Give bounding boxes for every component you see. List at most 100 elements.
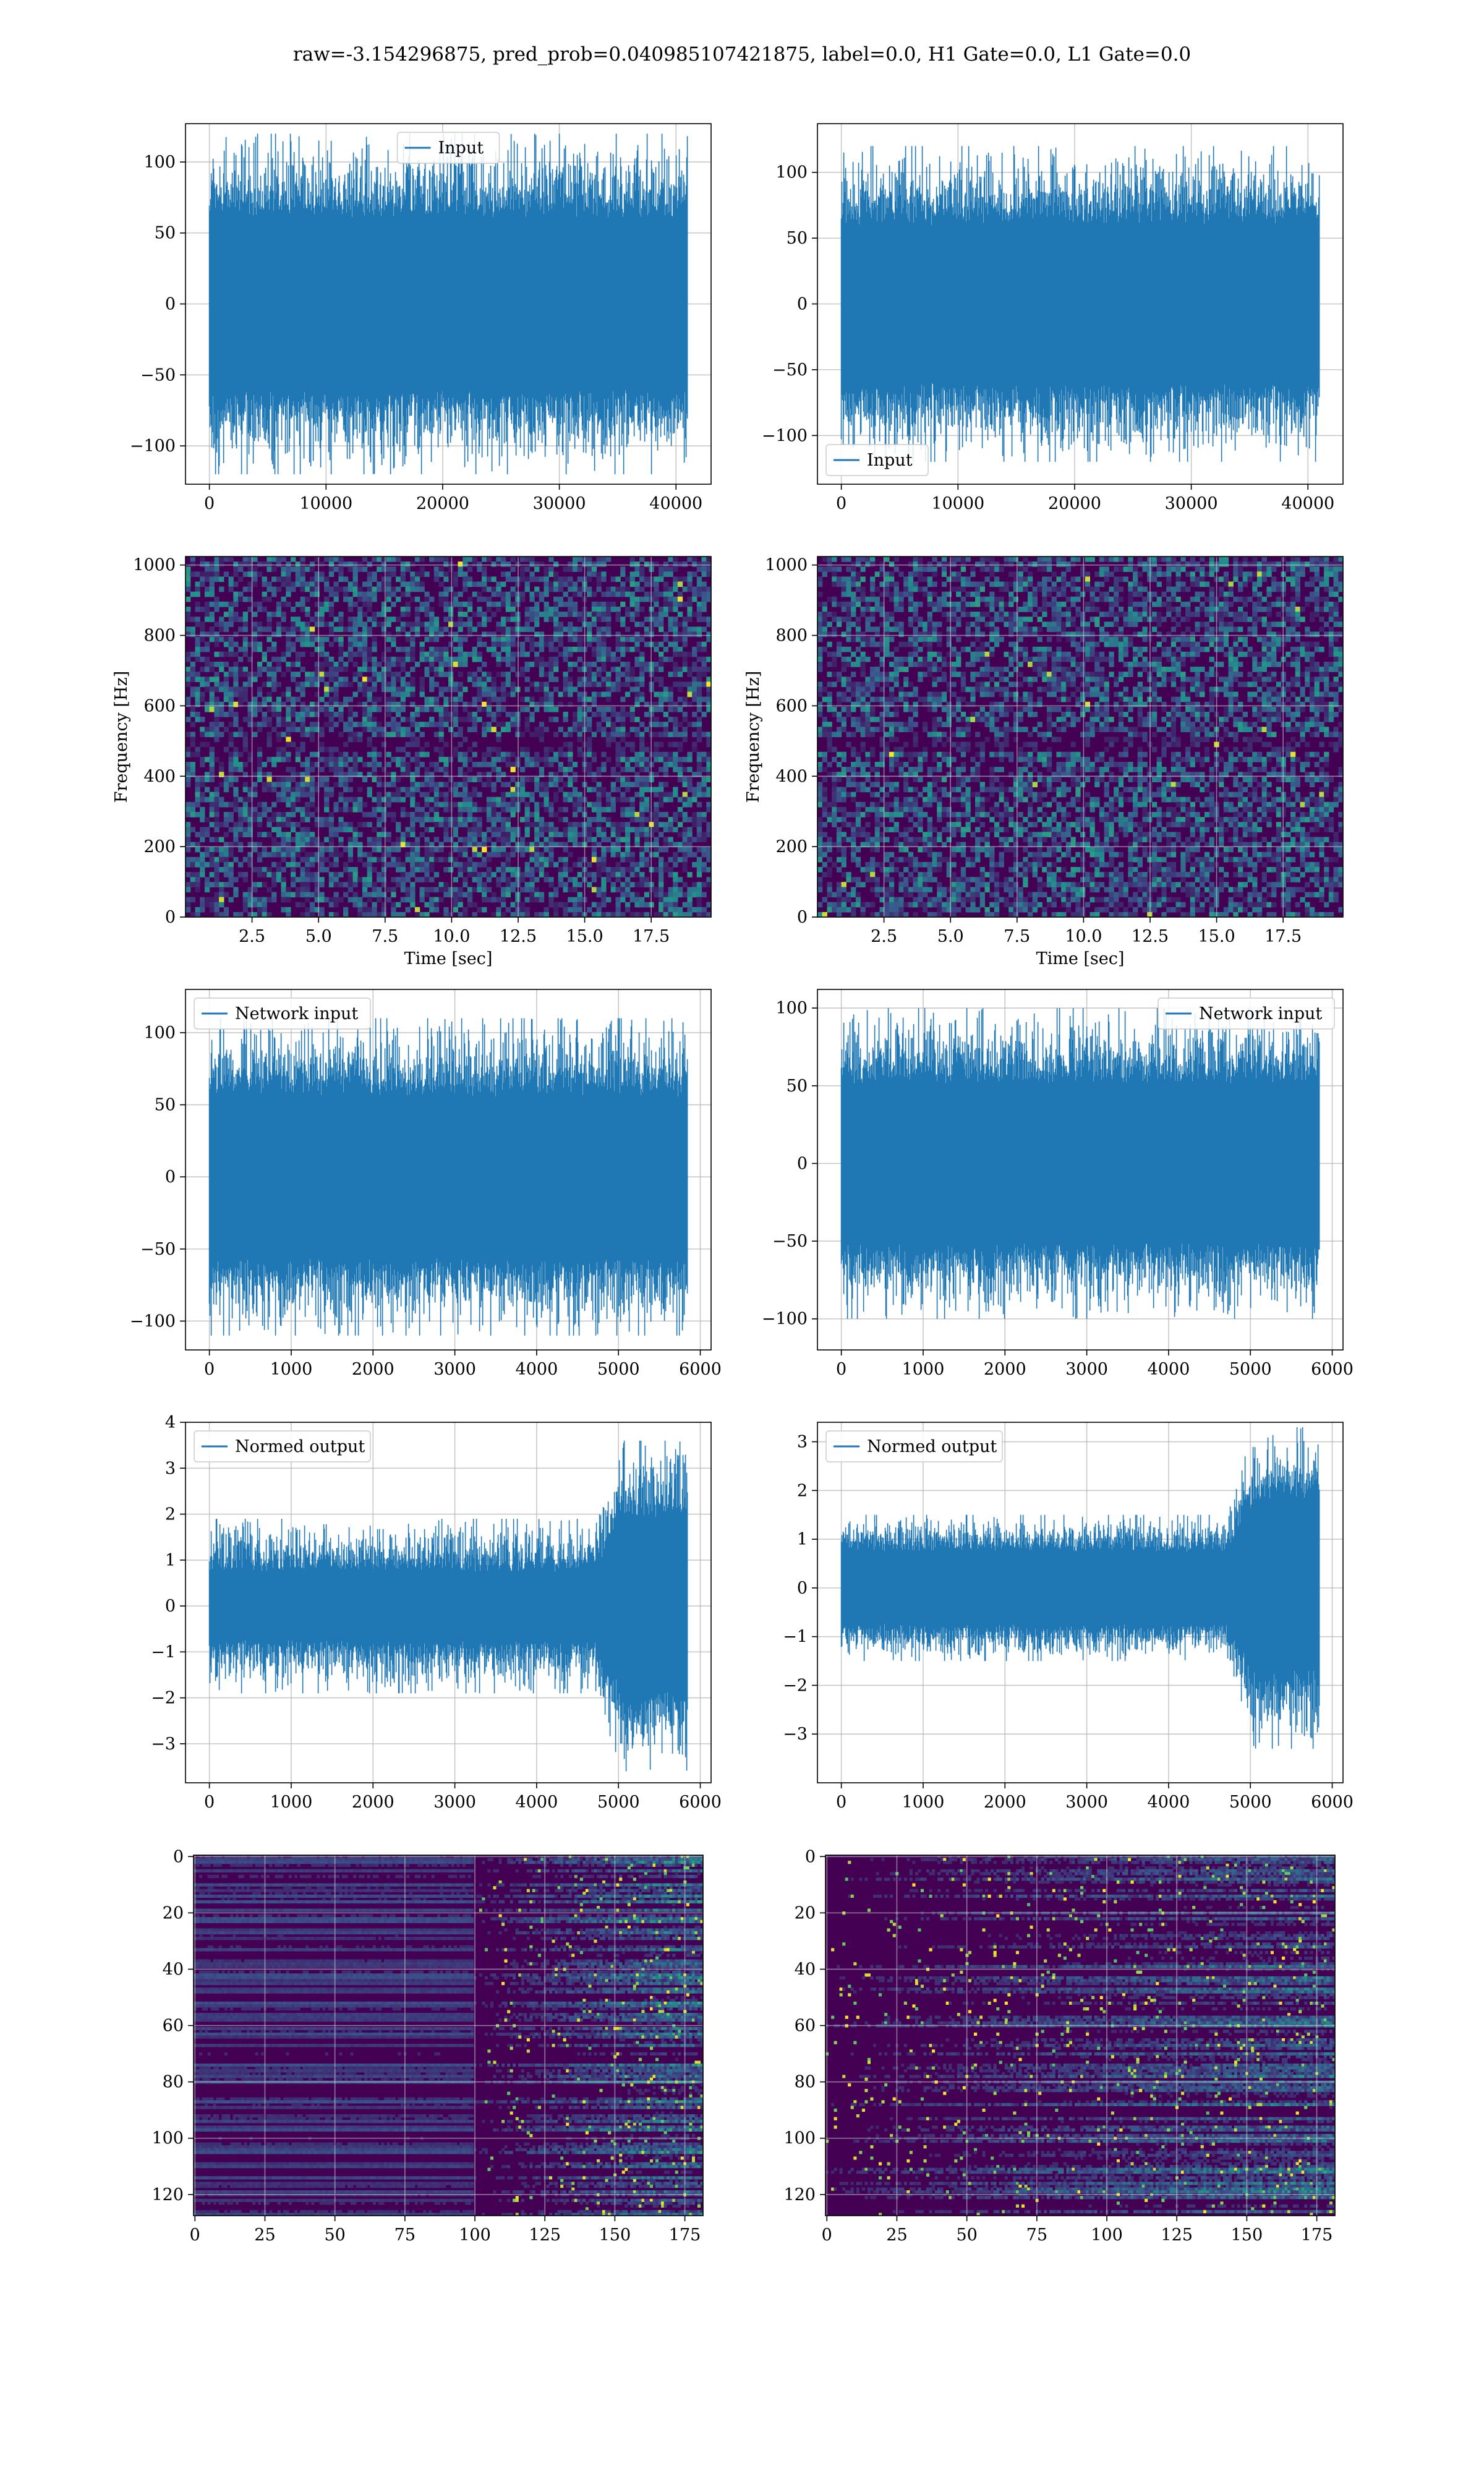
heatmap-cell xyxy=(487,677,492,682)
heatmap-cell xyxy=(310,732,315,737)
heatmap-cell xyxy=(329,747,334,753)
heatmap-cell xyxy=(634,862,639,868)
heatmap-cell xyxy=(692,652,697,657)
heatmap-cell xyxy=(224,677,229,682)
heatmap-cell xyxy=(477,642,482,647)
heatmap-cell xyxy=(482,597,487,602)
heatmap-cell xyxy=(668,827,673,832)
heatmap-cell xyxy=(401,747,406,753)
heatmap-cell xyxy=(687,902,692,908)
heatmap-cell xyxy=(668,657,673,662)
heatmap-cell xyxy=(1104,566,1109,572)
heatmap-cell xyxy=(224,626,229,632)
heatmap-cell xyxy=(420,582,425,587)
heatmap-cell xyxy=(401,662,406,667)
heatmap-cell xyxy=(391,692,396,698)
heatmap-cell xyxy=(257,762,262,767)
heatmap-cell xyxy=(534,787,539,793)
heatmap-cell xyxy=(334,807,339,813)
heatmap-cell xyxy=(396,747,401,753)
heatmap-cell xyxy=(477,822,482,827)
heatmap-cell xyxy=(310,582,315,587)
heatmap-cell xyxy=(687,897,692,903)
heatmap-cell xyxy=(396,867,401,873)
heatmap-cell xyxy=(186,837,190,842)
heatmap-cell xyxy=(382,907,386,913)
heatmap-cell xyxy=(238,812,243,818)
heatmap-cell xyxy=(534,687,539,693)
heatmap-cell xyxy=(501,867,506,873)
heatmap-cell xyxy=(501,692,506,698)
heatmap-cell xyxy=(592,612,597,617)
heatmap-cell xyxy=(296,657,301,662)
heatmap-cell xyxy=(415,612,420,617)
heatmap-cell xyxy=(573,822,578,827)
heatmap-cell xyxy=(329,882,334,887)
heatmap-cell xyxy=(391,797,396,803)
heatmap-cell xyxy=(548,647,553,652)
heatmap-cell xyxy=(678,687,683,693)
heatmap-cell xyxy=(319,852,324,858)
heatmap-cell xyxy=(372,647,377,652)
heatmap-cell xyxy=(563,827,568,832)
heatmap-cell xyxy=(448,807,453,813)
heatmap-cell xyxy=(214,681,219,687)
heatmap-cell xyxy=(639,747,644,753)
heatmap-cell xyxy=(702,626,707,632)
heatmap-cell xyxy=(611,852,616,858)
heatmap-cell xyxy=(620,882,625,887)
heatmap-cell xyxy=(286,737,291,743)
heatmap-cell xyxy=(319,747,324,753)
heatmap-cell xyxy=(367,852,372,858)
heatmap-cell xyxy=(496,712,501,717)
heatmap-cell xyxy=(443,742,448,748)
heatmap-cell xyxy=(573,777,578,782)
heatmap-cell xyxy=(467,576,472,582)
heatmap-cell xyxy=(1009,561,1013,567)
heatmap-cell xyxy=(443,802,448,808)
heatmap-cell xyxy=(362,707,367,712)
heatmap-cell xyxy=(659,677,663,682)
heatmap-cell xyxy=(597,722,602,727)
heatmap-cell xyxy=(702,697,707,702)
heatmap-cell xyxy=(487,647,492,652)
heatmap-cell xyxy=(224,692,229,698)
heatmap-cell xyxy=(606,792,611,798)
heatmap-cell xyxy=(692,812,697,818)
heatmap-cell xyxy=(229,757,234,762)
heatmap-cell xyxy=(492,787,497,793)
heatmap-cell xyxy=(482,757,487,762)
heatmap-cell xyxy=(324,582,329,587)
heatmap-cell xyxy=(343,827,348,832)
heatmap-cell xyxy=(697,872,702,877)
heatmap-cell xyxy=(673,707,678,712)
heatmap-cell xyxy=(291,892,296,898)
heatmap-cell xyxy=(644,576,649,582)
heatmap-cell xyxy=(616,797,621,803)
heatmap-cell xyxy=(673,752,678,758)
heatmap-cell xyxy=(678,652,683,657)
heatmap-cell xyxy=(702,732,707,737)
heatmap-cell xyxy=(238,807,243,813)
heatmap-cell xyxy=(616,677,621,682)
heatmap-cell xyxy=(692,792,697,798)
heatmap-cell xyxy=(348,681,353,687)
heatmap-cell xyxy=(620,592,625,597)
heatmap-cell xyxy=(630,862,635,868)
heatmap-cell xyxy=(186,571,190,577)
heatmap-cell xyxy=(424,626,429,632)
heatmap-cell xyxy=(415,782,420,787)
heatmap-cell xyxy=(506,662,511,667)
heatmap-cell xyxy=(453,887,458,892)
heatmap-cell xyxy=(319,607,324,612)
heatmap-cell xyxy=(214,802,219,808)
heatmap-cell xyxy=(329,642,334,647)
heatmap-cell xyxy=(453,637,458,642)
heatmap-cell xyxy=(415,617,420,622)
heatmap-cell xyxy=(362,662,367,667)
heatmap-cell xyxy=(492,632,497,638)
heatmap-cell xyxy=(597,557,602,562)
heatmap-cell xyxy=(195,657,200,662)
heatmap-cell xyxy=(611,787,616,793)
heatmap-cell xyxy=(472,681,477,687)
